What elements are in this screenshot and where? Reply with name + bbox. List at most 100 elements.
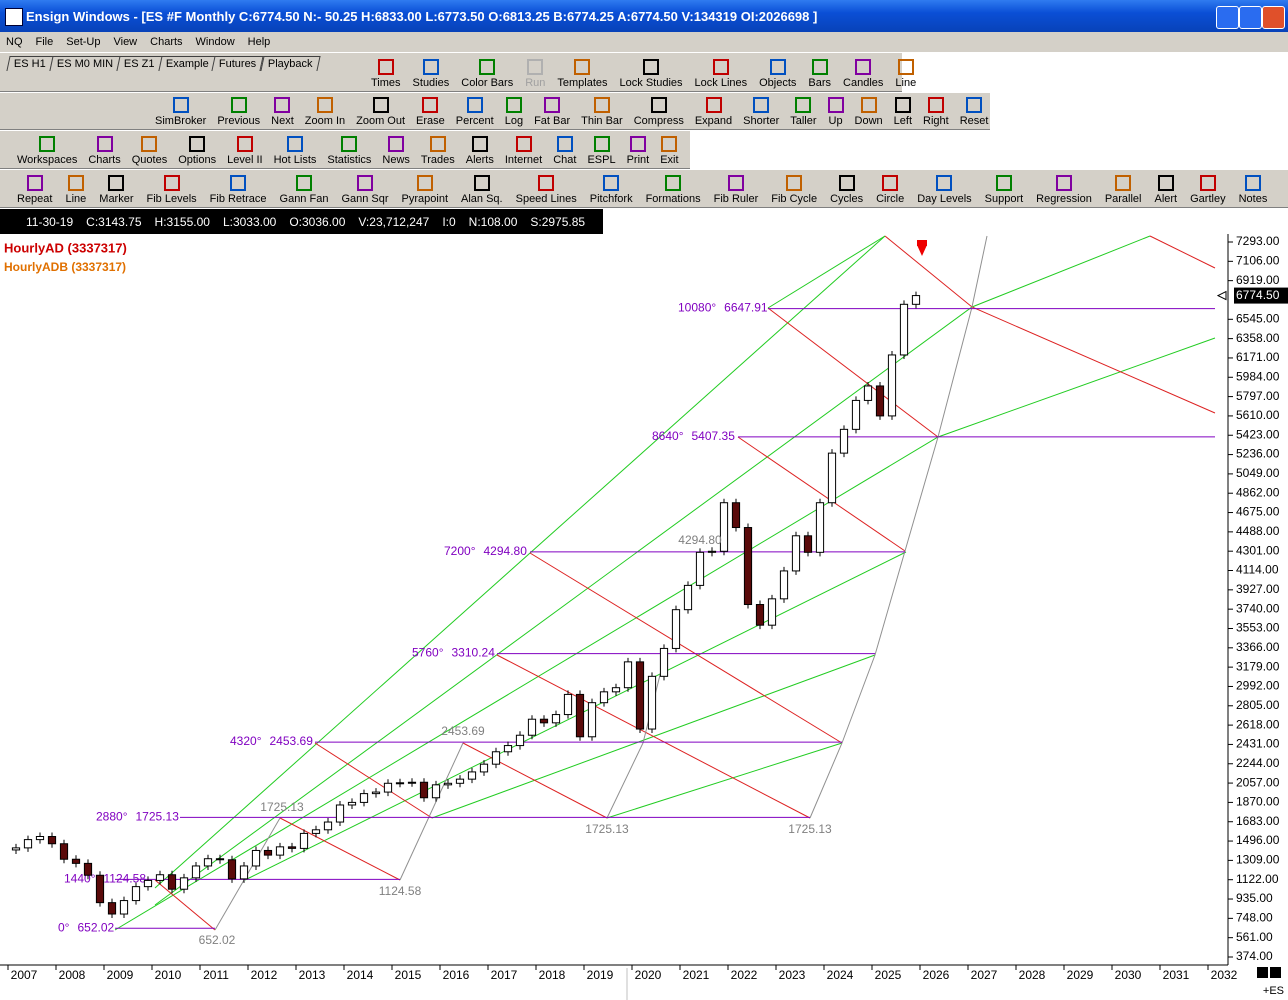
toolbar-button[interactable]: Taller — [787, 97, 819, 129]
toolbar-button[interactable]: Exit — [657, 136, 681, 168]
menu-item[interactable]: Help — [247, 36, 271, 48]
toolbar-button[interactable]: Parallel — [1102, 175, 1145, 207]
toolbar-button[interactable]: Alert — [1152, 175, 1181, 207]
toolbar-button[interactable]: Run — [522, 59, 548, 91]
candle — [779, 570, 789, 600]
toolbar-button[interactable]: Fib Retrace — [207, 175, 270, 207]
close-button[interactable] — [1262, 6, 1285, 29]
tab[interactable]: Example — [158, 56, 217, 71]
toolbar-button[interactable]: Objects — [756, 59, 799, 91]
toolbar-button[interactable]: SimBroker — [152, 97, 209, 129]
toolbar-button[interactable]: Marker — [96, 175, 136, 207]
toolbar: SimBroker Previous Next Zoom In Zoom Out Eras… — [0, 92, 990, 130]
toolbar-button[interactable]: Statistics — [324, 136, 374, 168]
toolbar-button[interactable]: Gann Sqr — [338, 175, 391, 207]
toolbar-button[interactable]: ESPL — [584, 136, 618, 168]
toolbar-button[interactable]: Charts — [85, 136, 123, 168]
button-label: News — [382, 154, 410, 166]
toolbar-button[interactable]: Candles — [840, 59, 886, 91]
button-label: Charts — [88, 154, 121, 166]
toolbar-button[interactable]: Trades — [418, 136, 458, 168]
toolbar-button[interactable]: Chat — [550, 136, 579, 168]
toolbar-button[interactable]: Circle — [873, 175, 907, 207]
toolbar-button[interactable]: Line — [892, 59, 919, 91]
toolbar-button[interactable]: Repeat — [14, 175, 55, 207]
candle — [767, 598, 777, 626]
toolbar-button[interactable]: Left — [891, 97, 915, 129]
toolbar-button[interactable]: Workspaces — [14, 136, 80, 168]
toolbar-button[interactable]: Lock Lines — [692, 59, 751, 91]
menu-item[interactable]: File — [35, 36, 54, 48]
toolbar-button[interactable]: Options — [175, 136, 219, 168]
toolbar-button[interactable]: Lock Studies — [617, 59, 686, 91]
toolbar-button[interactable]: Alerts — [463, 136, 497, 168]
toolbar-button[interactable]: Fib Ruler — [711, 175, 762, 207]
toolbar-button[interactable]: Zoom In — [302, 97, 348, 129]
toolbar-button[interactable]: Erase — [413, 97, 448, 129]
toolbar-button[interactable]: Fat Bar — [531, 97, 573, 129]
toolbar-button[interactable]: Pitchfork — [587, 175, 636, 207]
toolbar-button[interactable]: Fib Cycle — [768, 175, 820, 207]
toolbar-button[interactable]: Fib Levels — [144, 175, 200, 207]
degree: 5760° — [412, 646, 444, 660]
candle — [491, 751, 501, 765]
toolbar-button[interactable]: Line — [62, 175, 89, 207]
tab[interactable]: ES Z1 — [116, 56, 163, 71]
toolbar-button[interactable]: Reset — [957, 97, 992, 129]
toolbar-button[interactable]: Regression — [1033, 175, 1095, 207]
toolbar-button[interactable]: Print — [624, 136, 653, 168]
toolbar-button[interactable]: Times — [368, 59, 404, 91]
toolbar-button[interactable]: Down — [852, 97, 886, 129]
toolbar-button[interactable]: Cycles — [827, 175, 866, 207]
toolbar-button[interactable]: Compress — [631, 97, 687, 129]
toolbar-button[interactable]: Percent — [453, 97, 497, 129]
toolbar-button[interactable]: Thin Bar — [578, 97, 626, 129]
candle — [839, 428, 849, 454]
button-icon — [316, 97, 333, 113]
maximize-button[interactable] — [1239, 6, 1262, 29]
toolbar-button[interactable]: Expand — [692, 97, 735, 129]
menu-item[interactable]: View — [113, 36, 138, 48]
minimize-button[interactable] — [1216, 6, 1239, 29]
toolbar-button[interactable]: Notes — [1236, 175, 1271, 207]
toolbar-button[interactable]: Color Bars — [458, 59, 516, 91]
toolbar-button[interactable]: Bars — [805, 59, 834, 91]
toolbar-button[interactable]: Gartley — [1187, 175, 1228, 207]
toolbar-button[interactable]: Shorter — [740, 97, 782, 129]
toolbar-button[interactable]: Support — [982, 175, 1027, 207]
button-label: Parallel — [1104, 193, 1142, 205]
tab[interactable]: Futures — [211, 56, 265, 71]
toolbar-button[interactable]: Formations — [643, 175, 704, 207]
tab[interactable]: Playback — [260, 56, 320, 71]
tab[interactable]: ES H1 — [6, 56, 54, 71]
toolbar-button[interactable]: Alan Sq. — [458, 175, 506, 207]
toolbar-button[interactable]: News — [379, 136, 413, 168]
menu-item[interactable]: Set-Up — [66, 36, 101, 48]
toolbar-button[interactable]: Next — [268, 97, 297, 129]
toolbar-button[interactable]: Previous — [214, 97, 263, 129]
x-tick-label: 2008 — [59, 968, 86, 982]
button-label: Lock Studies — [619, 77, 683, 89]
toolbar-button[interactable]: Studies — [410, 59, 453, 91]
toolbar-button[interactable]: Hot Lists — [271, 136, 320, 168]
toolbar-button[interactable]: Pyrapoint — [399, 175, 451, 207]
toolbar-button[interactable]: Quotes — [129, 136, 170, 168]
toolbar-button[interactable]: Level II — [224, 136, 265, 168]
toolbar-button[interactable]: Gann Fan — [277, 175, 332, 207]
candle — [707, 550, 717, 553]
toolbar-button[interactable]: Templates — [554, 59, 610, 91]
toolbar-button[interactable]: Up — [825, 97, 847, 129]
toolbar-button[interactable]: Internet — [502, 136, 545, 168]
menu-item[interactable]: Window — [195, 36, 235, 48]
menu-item[interactable]: NQ — [6, 36, 23, 48]
x-tick-label: 2017 — [491, 968, 518, 982]
x-tick-label: 2015 — [395, 968, 422, 982]
toolbar-button[interactable]: Day Levels — [914, 175, 974, 207]
toolbar-button[interactable]: Log — [502, 97, 526, 129]
button-icon — [1115, 175, 1132, 191]
toolbar-button[interactable]: Right — [920, 97, 952, 129]
toolbar-button[interactable]: Speed Lines — [513, 175, 580, 207]
toolbar-button[interactable]: Zoom Out — [353, 97, 408, 129]
menu-item[interactable]: Charts — [150, 36, 183, 48]
tab[interactable]: ES M0 MIN — [49, 56, 121, 71]
